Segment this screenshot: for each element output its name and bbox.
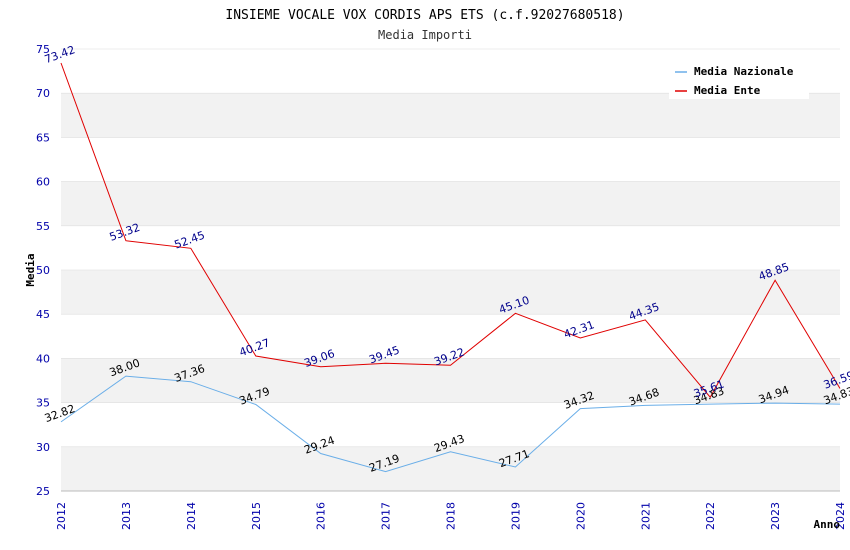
y-tick-label: 40 (36, 352, 50, 365)
plot-band (61, 93, 840, 138)
x-tick-label: 2019 (509, 502, 522, 530)
plot-band (61, 446, 840, 491)
x-tick-label: 2022 (704, 502, 717, 530)
series-lines (60, 62, 841, 473)
y-tick-label: 50 (36, 264, 50, 277)
x-tick-label: 2023 (769, 502, 782, 530)
chart-subtitle: Media Importi (378, 28, 472, 42)
chart-title: INSIEME VOCALE VOX CORDIS APS ETS (c.f.9… (225, 8, 624, 23)
x-tick-label: 2018 (445, 502, 458, 530)
legend-label-nazionale: Media Nazionale (694, 65, 794, 78)
x-tick-label: 2024 (834, 502, 847, 530)
x-tick-label: 2014 (185, 502, 198, 530)
plot-band (61, 314, 840, 359)
legend: Media Nazionale Media Ente (669, 59, 809, 99)
legend-box (669, 59, 809, 99)
plot-band (61, 270, 840, 315)
plot-bands (61, 48, 840, 492)
x-tick-label: 2021 (639, 502, 652, 530)
plot-band (61, 181, 840, 226)
y-tick-label: 65 (36, 131, 50, 144)
y-tick-label: 30 (36, 441, 50, 454)
x-tick-label: 2016 (315, 502, 328, 530)
y-tick-label: 75 (36, 43, 50, 56)
x-axis-label: Anno (814, 518, 841, 531)
plot-band (61, 137, 840, 182)
y-axis-label: Media (24, 253, 37, 286)
x-tick-label: 2017 (380, 502, 393, 530)
y-tick-label: 35 (36, 397, 50, 410)
y-tick-label: 60 (36, 176, 50, 189)
x-tick-label: 2020 (574, 502, 587, 530)
x-axis-ticks: 2012 2013 2014 2015 2016 2017 2018 2019 2020 2021… (55, 502, 847, 530)
x-tick-label: 2015 (250, 502, 263, 530)
series-line-1 (60, 62, 841, 399)
legend-label-ente: Media Ente (694, 84, 761, 97)
y-tick-label: 70 (36, 87, 50, 100)
y-axis-ticks: 25 30 35 40 45 50 55 60 65 70 75 (36, 43, 50, 498)
y-tick-label: 25 (36, 485, 50, 498)
y-tick-label: 55 (36, 220, 50, 233)
series-line-0 (60, 375, 841, 473)
x-tick-label: 2013 (120, 502, 133, 530)
x-tick-label: 2012 (55, 502, 68, 530)
y-tick-label: 45 (36, 308, 50, 321)
plot-band (61, 402, 840, 447)
